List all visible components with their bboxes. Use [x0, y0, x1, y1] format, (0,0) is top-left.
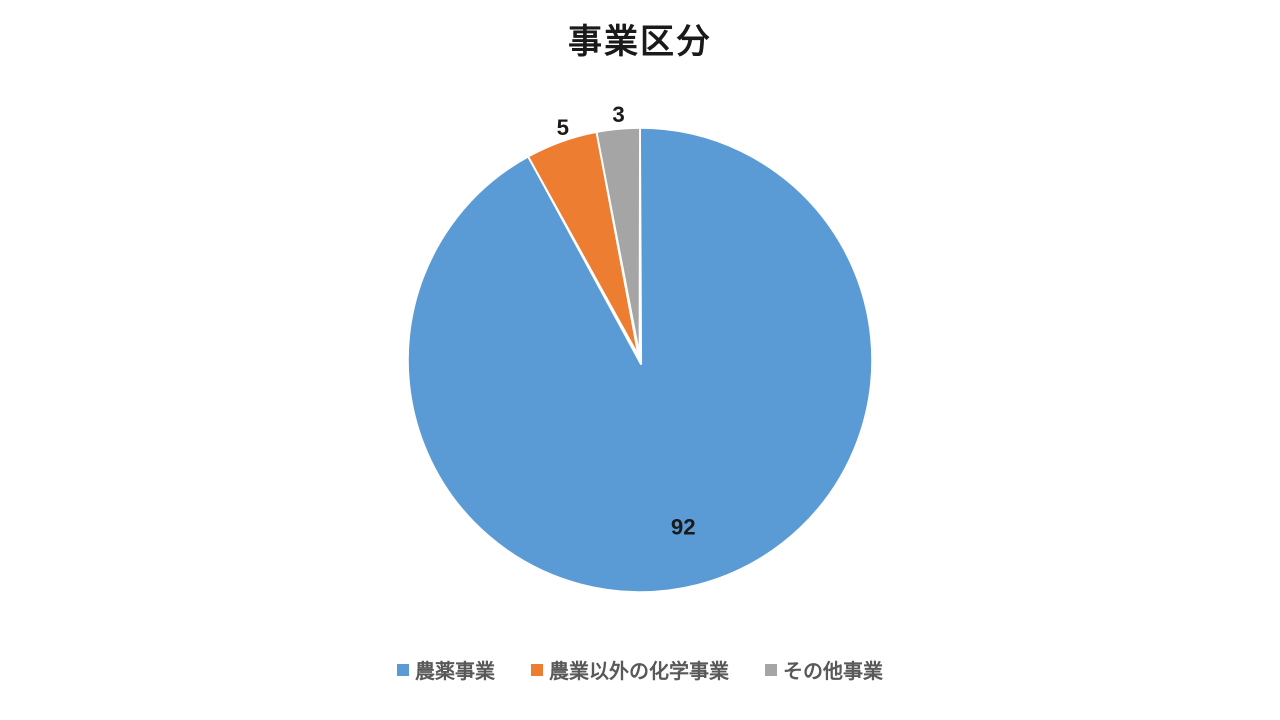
legend-item: 農業以外の化学事業 — [531, 655, 729, 684]
chart-container: 事業区分 92 5 3 農薬事業 農業以外の化学事業 その他事業 — [0, 0, 1280, 720]
pie-data-label: 5 — [557, 115, 569, 140]
pie-data-label: 3 — [612, 102, 624, 127]
chart-title: 事業区分 — [0, 14, 1280, 63]
legend-item: 農薬事業 — [397, 655, 495, 684]
legend-swatch — [765, 664, 777, 676]
legend-swatch — [531, 664, 543, 676]
pie-chart-svg: 92 5 3 — [380, 100, 900, 620]
legend-label: その他事業 — [783, 661, 883, 683]
chart-legend: 農薬事業 農業以外の化学事業 その他事業 — [0, 655, 1280, 684]
legend-item: その他事業 — [765, 655, 883, 684]
pie-data-label: 92 — [671, 515, 696, 540]
legend-swatch — [397, 664, 409, 676]
legend-label: 農薬事業 — [415, 661, 495, 683]
legend-label: 農業以外の化学事業 — [549, 661, 729, 683]
pie-chart-area: 92 5 3 — [0, 100, 1280, 620]
